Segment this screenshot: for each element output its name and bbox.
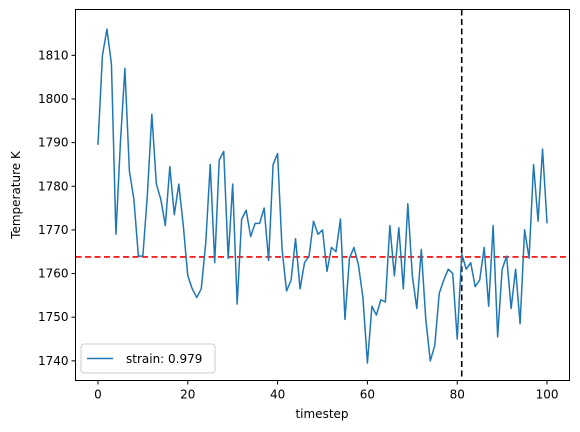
reference-lines xyxy=(75,9,570,381)
y-tick-label: 1740 xyxy=(38,354,69,368)
y-tick-label: 1790 xyxy=(38,136,69,150)
x-tick-label: 100 xyxy=(536,388,559,402)
y-axis-ticks: 1740 1750 1760 1770 1780 1790 1800 1810 xyxy=(38,48,76,368)
legend: strain: 0.979 xyxy=(80,343,216,374)
y-axis-label: Temperature K xyxy=(9,150,23,240)
legend-frame xyxy=(80,343,216,374)
x-tick-label: 40 xyxy=(270,388,285,402)
x-tick-label: 60 xyxy=(360,388,375,402)
y-tick-label: 1780 xyxy=(38,179,69,193)
x-axis-label: timestep xyxy=(295,407,348,421)
series-lines xyxy=(97,28,548,364)
x-tick-label: 0 xyxy=(94,388,102,402)
x-axis-ticks: 0 20 40 60 80 100 xyxy=(94,380,559,402)
legend-label: strain: 0.979 xyxy=(126,352,202,366)
y-tick-label: 1760 xyxy=(38,267,69,281)
y-tick-label: 1810 xyxy=(38,48,69,62)
y-tick-label: 1800 xyxy=(38,92,69,106)
y-tick-label: 1770 xyxy=(38,223,69,237)
x-tick-label: 20 xyxy=(180,388,195,402)
series-line xyxy=(97,28,548,364)
y-tick-label: 1750 xyxy=(38,310,69,324)
x-tick-label: 80 xyxy=(450,388,465,402)
plot-frame xyxy=(75,9,570,381)
